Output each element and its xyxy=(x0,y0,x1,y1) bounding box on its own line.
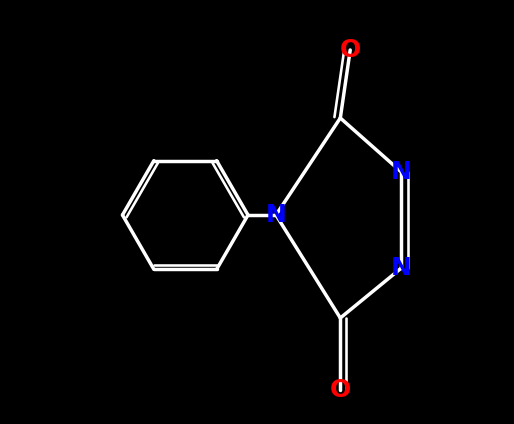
Text: O: O xyxy=(329,378,351,402)
Text: N: N xyxy=(266,203,286,227)
Text: N: N xyxy=(391,160,412,184)
Text: O: O xyxy=(340,38,361,62)
Text: N: N xyxy=(391,256,412,280)
